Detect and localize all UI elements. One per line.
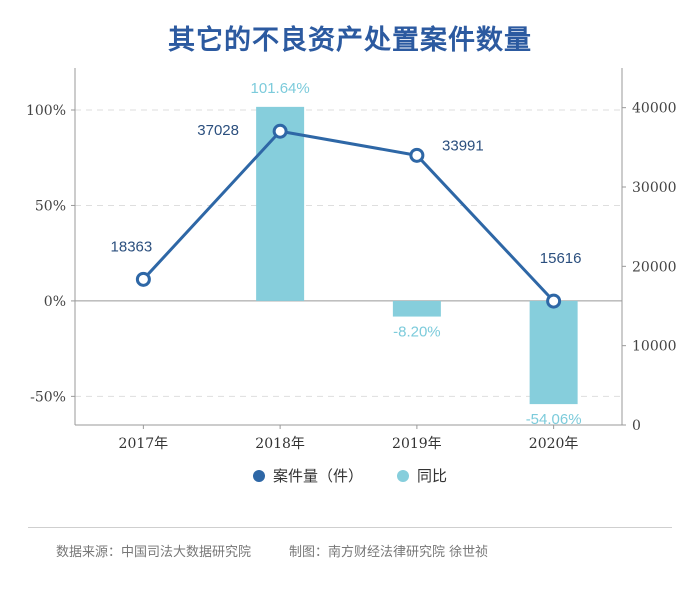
chart: 100% 50% 0% -50% 40000 30000 20000 10000 0 2017年 2… <box>26 68 677 452</box>
line-data-label: 33991 <box>442 137 484 154</box>
bar <box>256 106 305 301</box>
right-tick-label: 20000 <box>632 259 677 275</box>
x-tick-label: 2018年 <box>255 436 305 452</box>
line-data-label: 37028 <box>197 122 239 139</box>
data-source: 数据来源：中国司法大数据研究院 <box>56 545 252 560</box>
legend: 案件量（件） 同比 <box>0 465 700 486</box>
bar <box>392 300 441 317</box>
bar <box>529 300 578 405</box>
line-point <box>546 293 562 309</box>
x-tick-label: 2017年 <box>119 436 169 452</box>
right-tick-label: 0 <box>632 418 641 434</box>
series-line <box>142 129 555 303</box>
right-tick-label: 40000 <box>632 101 677 117</box>
bar-data-label: -54.06% <box>526 411 582 428</box>
line-point <box>135 271 151 287</box>
right-tick-label: 10000 <box>632 339 677 355</box>
x-tick-label: 2019年 <box>392 436 442 452</box>
line-point <box>272 123 288 139</box>
legend-label-count: 案件量（件） <box>272 467 363 485</box>
chart-title: 其它的不良资产处置案件数量 <box>168 25 532 56</box>
legend-line-marker-icon <box>252 469 265 482</box>
left-tick-label: 100% <box>26 103 66 119</box>
legend-bar-marker-icon <box>397 469 409 482</box>
legend-label-yoy: 同比 <box>417 467 448 485</box>
bar-data-label: 101.64% <box>251 80 310 97</box>
chart-credit: 制图：南方财经法律研究院 徐世祯 <box>289 545 489 560</box>
x-tick-label: 2020年 <box>529 436 579 452</box>
left-tick-label: 50% <box>35 198 66 214</box>
line-data-label: 15616 <box>540 250 582 267</box>
legend-item-yoy[interactable]: 同比 <box>397 465 447 486</box>
right-tick-label: 30000 <box>632 180 677 196</box>
footer-divider <box>28 527 672 528</box>
left-tick-label: -50% <box>30 389 66 405</box>
line-data-label: 18363 <box>111 238 153 255</box>
left-tick-label: 0% <box>44 294 66 310</box>
bar-data-label: -8.20% <box>393 324 441 341</box>
legend-item-count[interactable]: 案件量（件） <box>252 465 363 486</box>
line-point <box>409 147 425 163</box>
footer: 数据来源：中国司法大数据研究院 制图：南方财经法律研究院 徐世祯 <box>56 541 488 560</box>
